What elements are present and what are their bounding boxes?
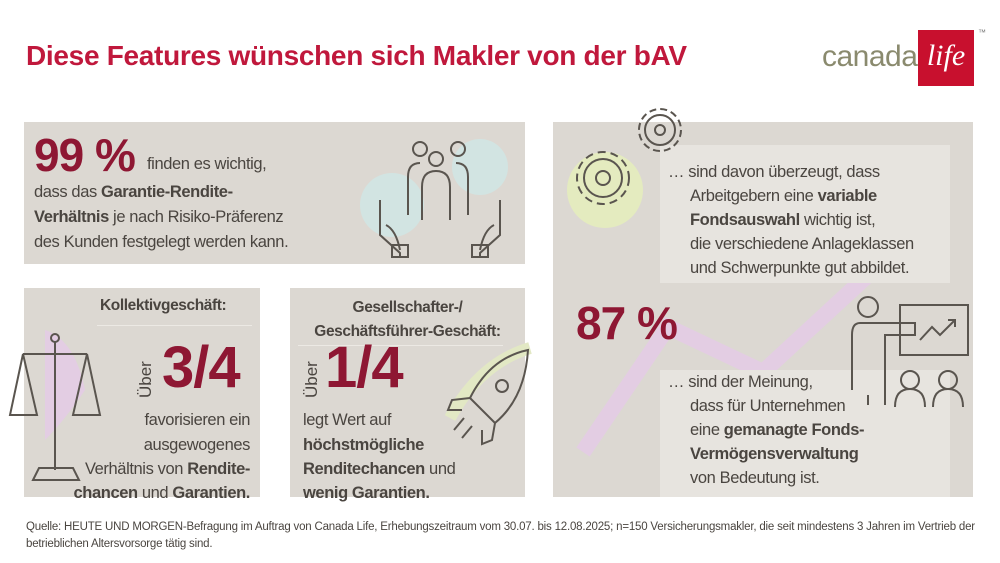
presenter-chart-icon xyxy=(851,296,969,408)
stat-3-4: 3/4 xyxy=(162,335,241,400)
page-title: Diese Features wünschen sich Makler von … xyxy=(26,40,687,71)
divider xyxy=(97,325,252,326)
divider xyxy=(298,345,503,346)
source-footnote: Quelle: HEUTE UND MORGEN-Befragung im Au… xyxy=(26,521,975,550)
trend-line-decoration xyxy=(576,246,899,457)
hands-people-icon xyxy=(360,139,508,258)
stat-99: 99 % xyxy=(34,129,136,181)
gears-icon xyxy=(567,108,682,228)
card-gesellschafter-geschaeft xyxy=(290,288,525,497)
stat-87: 87 % xyxy=(576,297,678,349)
stat-1-4: 1/4 xyxy=(325,335,404,400)
rocket-icon xyxy=(444,342,532,446)
card-99-percent xyxy=(24,122,525,264)
scales-icon xyxy=(8,330,102,481)
